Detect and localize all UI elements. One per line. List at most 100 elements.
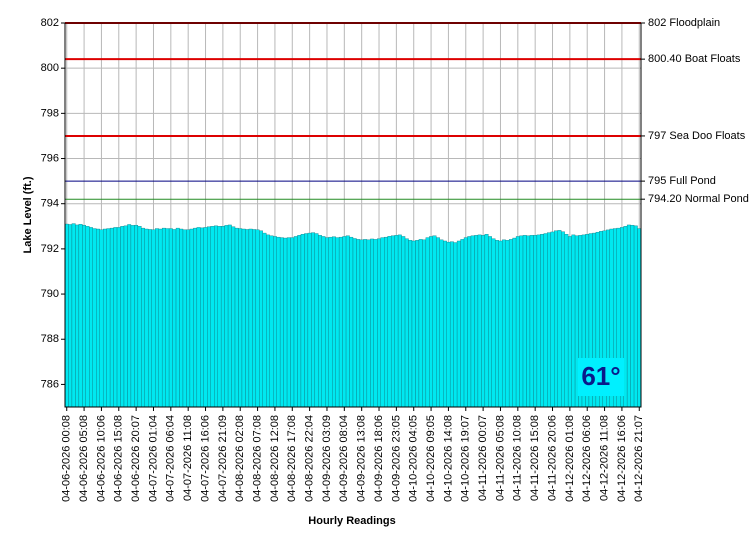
- bar: [92, 228, 97, 408]
- bar: [481, 235, 486, 408]
- plot-frame: [64, 22, 642, 408]
- bar: [255, 229, 260, 408]
- y-tick-label: 798: [41, 107, 59, 119]
- bar: [404, 238, 409, 408]
- x-tick-label: 04-11-2026 10:08: [512, 415, 524, 501]
- bar: [456, 240, 461, 408]
- y-tick-label: 802: [41, 17, 59, 29]
- bar: [123, 225, 128, 408]
- y-tick-label: 794: [41, 198, 59, 210]
- bar: [325, 237, 329, 408]
- x-tick-label: 04-09-2026 13:08: [356, 415, 368, 502]
- bar: [116, 227, 121, 408]
- x-tick-label: 04-07-2026 01:04: [147, 415, 159, 502]
- x-tick-label: 04-09-2026 03:09: [321, 415, 333, 502]
- y-axis-title: Lake Level (ft.): [22, 176, 34, 253]
- bar: [283, 237, 288, 408]
- bar: [425, 237, 430, 408]
- bar: [630, 224, 635, 408]
- bar: [109, 227, 114, 408]
- bar: [269, 235, 274, 408]
- bar: [422, 239, 427, 408]
- bar: [335, 237, 340, 408]
- bar: [196, 227, 201, 408]
- bar: [179, 228, 184, 408]
- bar: [394, 235, 399, 408]
- bar: [352, 238, 357, 408]
- y-tick-label: 790: [41, 288, 59, 300]
- bar: [245, 229, 250, 408]
- bar: [477, 234, 482, 408]
- bar: [85, 226, 90, 408]
- bar: [290, 237, 295, 408]
- bar: [397, 234, 402, 408]
- bar: [75, 224, 80, 408]
- bar: [515, 236, 520, 408]
- bar: [155, 228, 159, 408]
- bar: [130, 225, 135, 408]
- x-tick-label: 04-09-2026 23:05: [390, 415, 402, 502]
- bar: [484, 234, 489, 408]
- bar: [536, 234, 541, 408]
- bar: [328, 236, 333, 408]
- bar: [266, 234, 270, 408]
- x-tick-label: 04-06-2026 15:08: [113, 415, 125, 502]
- bar: [252, 229, 257, 408]
- reference-label: 794.20 Normal Pond: [648, 193, 749, 205]
- bar: [449, 241, 454, 408]
- bar: [102, 228, 107, 408]
- bar: [193, 227, 198, 408]
- bar: [99, 229, 104, 408]
- x-tick-label: 04-08-2026 17:08: [286, 415, 298, 502]
- x-tick-label: 04-10-2026 04:05: [408, 415, 420, 502]
- bar: [554, 230, 558, 408]
- bar: [71, 223, 76, 408]
- x-tick-label: 04-07-2026 06:04: [165, 415, 177, 502]
- bar: [68, 224, 73, 408]
- bar: [64, 223, 69, 408]
- bar: [234, 227, 239, 408]
- bar: [300, 234, 305, 408]
- bar: [172, 229, 177, 408]
- bar: [401, 236, 406, 408]
- bar: [443, 240, 447, 408]
- bar: [550, 231, 555, 408]
- bar: [529, 235, 534, 408]
- bar: [134, 224, 139, 408]
- bar: [623, 226, 628, 408]
- bar: [373, 239, 378, 408]
- x-tick-label: 04-08-2026 07:08: [251, 415, 263, 502]
- y-tick-label: 786: [41, 378, 59, 390]
- bar: [557, 230, 562, 408]
- bar: [106, 228, 111, 408]
- bar: [120, 226, 125, 408]
- bar: [543, 233, 548, 408]
- bar: [189, 228, 194, 408]
- bar: [144, 228, 149, 408]
- bar: [370, 238, 374, 408]
- reference-label: 802 Floodplain: [648, 17, 720, 29]
- bar: [168, 228, 173, 408]
- bar: [512, 237, 517, 408]
- bar: [158, 228, 163, 408]
- bar: [259, 230, 263, 408]
- bar: [304, 233, 309, 408]
- bar: [314, 233, 319, 408]
- bar: [231, 226, 236, 408]
- bar: [273, 236, 277, 408]
- bar: [293, 236, 298, 408]
- x-tick-label: 04-08-2026 22:04: [304, 415, 316, 502]
- bar: [356, 239, 361, 408]
- bar: [200, 227, 204, 408]
- bar: [148, 229, 152, 408]
- x-tick-label: 04-12-2026 16:06: [616, 415, 628, 502]
- bar: [207, 226, 211, 408]
- bar: [224, 225, 229, 408]
- bar: [460, 239, 465, 408]
- bar: [78, 224, 83, 408]
- bar: [210, 226, 215, 408]
- bar: [519, 235, 524, 408]
- bar: [217, 226, 222, 408]
- bar: [470, 235, 475, 408]
